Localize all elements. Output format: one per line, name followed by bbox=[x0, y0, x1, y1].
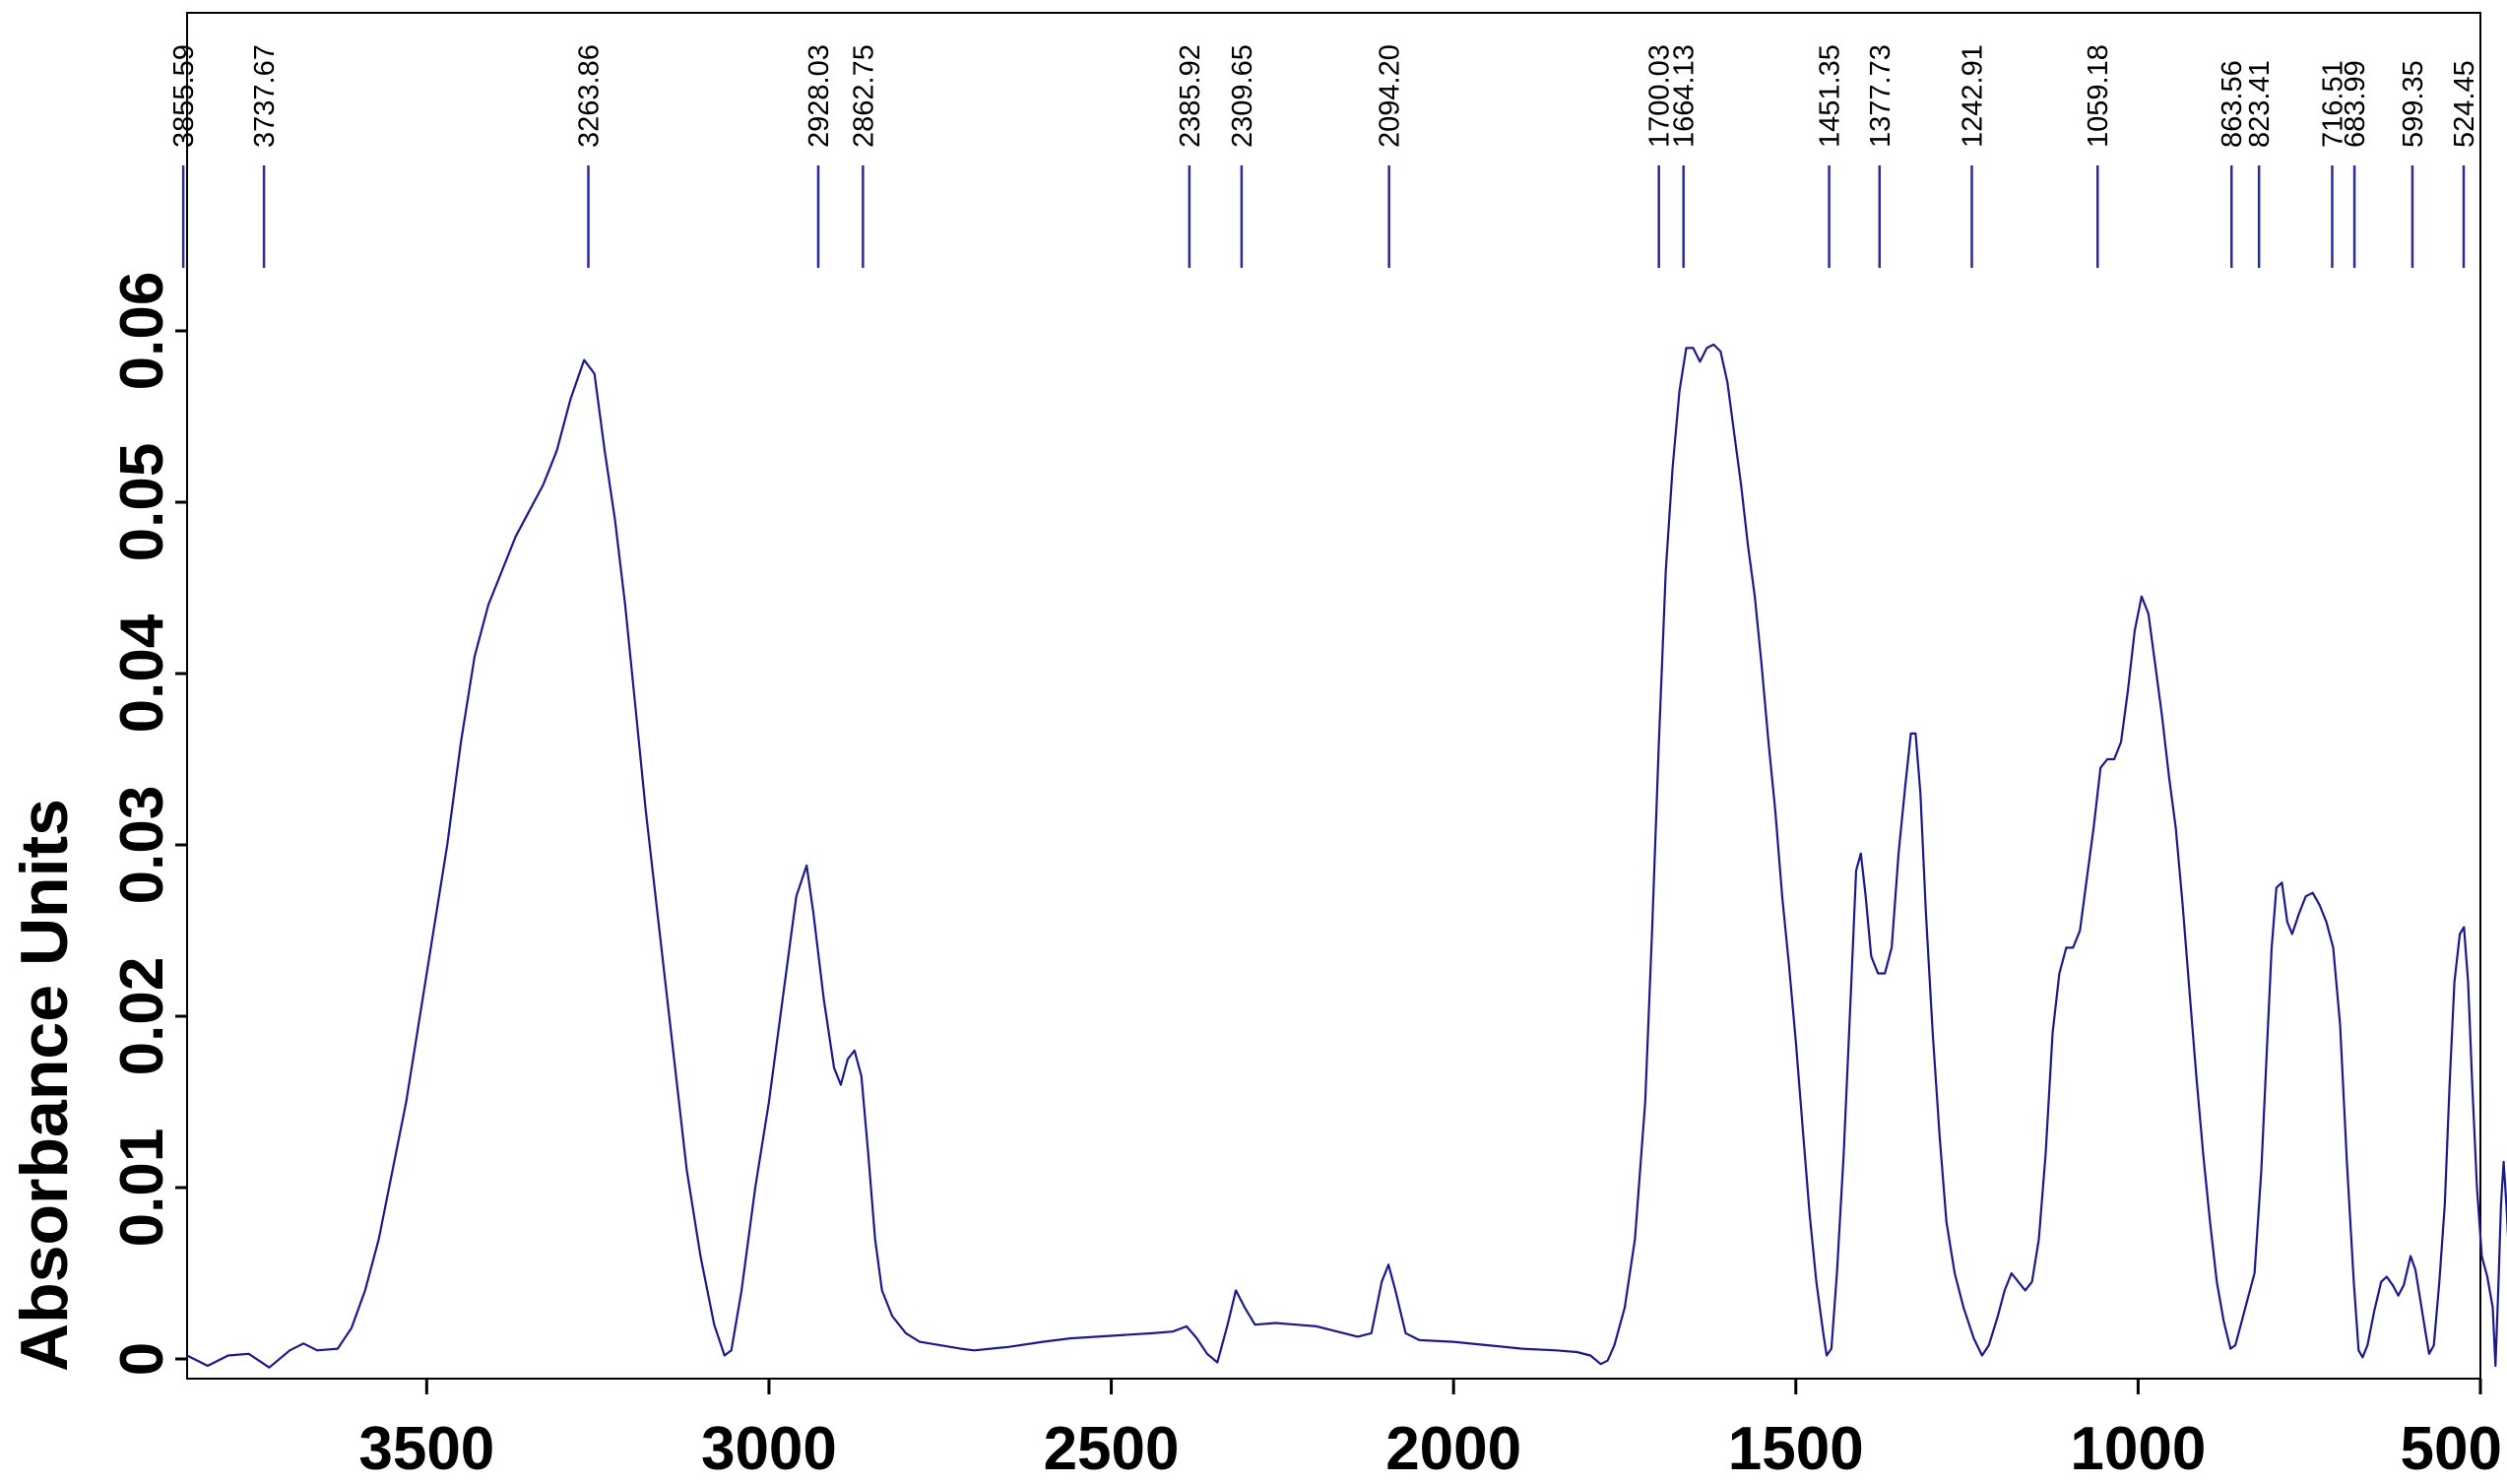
x-axis-ticks: 3500 3000 2500 2000 1500 1000 500 bbox=[358, 1379, 2502, 1483]
peak-label: 1377.73 bbox=[1865, 44, 1896, 148]
peak-label: 1664.13 bbox=[1669, 44, 1701, 148]
y-tick-label: 0.01 bbox=[108, 1129, 176, 1248]
x-tick-label: 3000 bbox=[701, 1415, 837, 1483]
peak-label: 3263.86 bbox=[574, 44, 606, 148]
peak-markers: 3855.59 3737.67 3263.86 2928.03 2862.75 2385.… bbox=[168, 44, 2480, 268]
y-axis-ticks: 0 0.01 0.02 0.03 0.04 0.05 0.06 bbox=[108, 272, 187, 1376]
y-tick-label: 0.02 bbox=[108, 957, 176, 1076]
plot-frame bbox=[186, 12, 2481, 1380]
plot-border bbox=[186, 12, 2481, 1380]
peak-label: 823.41 bbox=[2244, 60, 2276, 148]
peak-label: 2385.92 bbox=[1175, 44, 1206, 148]
spectrum-series bbox=[186, 343, 2507, 1369]
peak-label: 1451.35 bbox=[1815, 44, 1846, 148]
y-tick-label: 0.04 bbox=[108, 613, 176, 733]
peak-label: 683.99 bbox=[2340, 60, 2371, 148]
peak-label: 599.35 bbox=[2398, 60, 2429, 148]
peak-label: 1059.18 bbox=[2083, 44, 2114, 148]
peak-label: 2928.03 bbox=[804, 44, 835, 148]
x-tick-label: 2000 bbox=[1385, 1415, 1521, 1483]
y-tick-label: 0 bbox=[108, 1342, 176, 1376]
x-tick-label: 2500 bbox=[1044, 1415, 1180, 1483]
peak-label: 1700.03 bbox=[1644, 44, 1676, 148]
x-tick-label: 1000 bbox=[2070, 1415, 2206, 1483]
y-tick-label: 0.03 bbox=[108, 786, 176, 905]
peak-label: 3855.59 bbox=[168, 44, 200, 148]
x-tick-label: 1500 bbox=[1728, 1415, 1864, 1483]
peak-label: 2094.20 bbox=[1375, 44, 1406, 148]
peak-label: 2309.65 bbox=[1227, 44, 1258, 148]
y-axis-label: Absorbance Units bbox=[7, 799, 82, 1372]
peak-label: 524.45 bbox=[2449, 60, 2480, 148]
spectrum-line bbox=[186, 343, 2507, 1369]
y-tick-label: 0.06 bbox=[108, 272, 176, 391]
y-tick-label: 0.05 bbox=[108, 443, 176, 562]
x-tick-label: 3500 bbox=[358, 1415, 494, 1483]
x-tick-label: 500 bbox=[2401, 1415, 2502, 1483]
peak-label: 716.51 bbox=[2318, 60, 2349, 148]
peak-label: 3737.67 bbox=[249, 44, 281, 148]
peak-label: 1242.91 bbox=[1958, 44, 1989, 148]
peak-label: 2862.75 bbox=[848, 44, 879, 148]
peak-label: 863.56 bbox=[2217, 60, 2248, 148]
